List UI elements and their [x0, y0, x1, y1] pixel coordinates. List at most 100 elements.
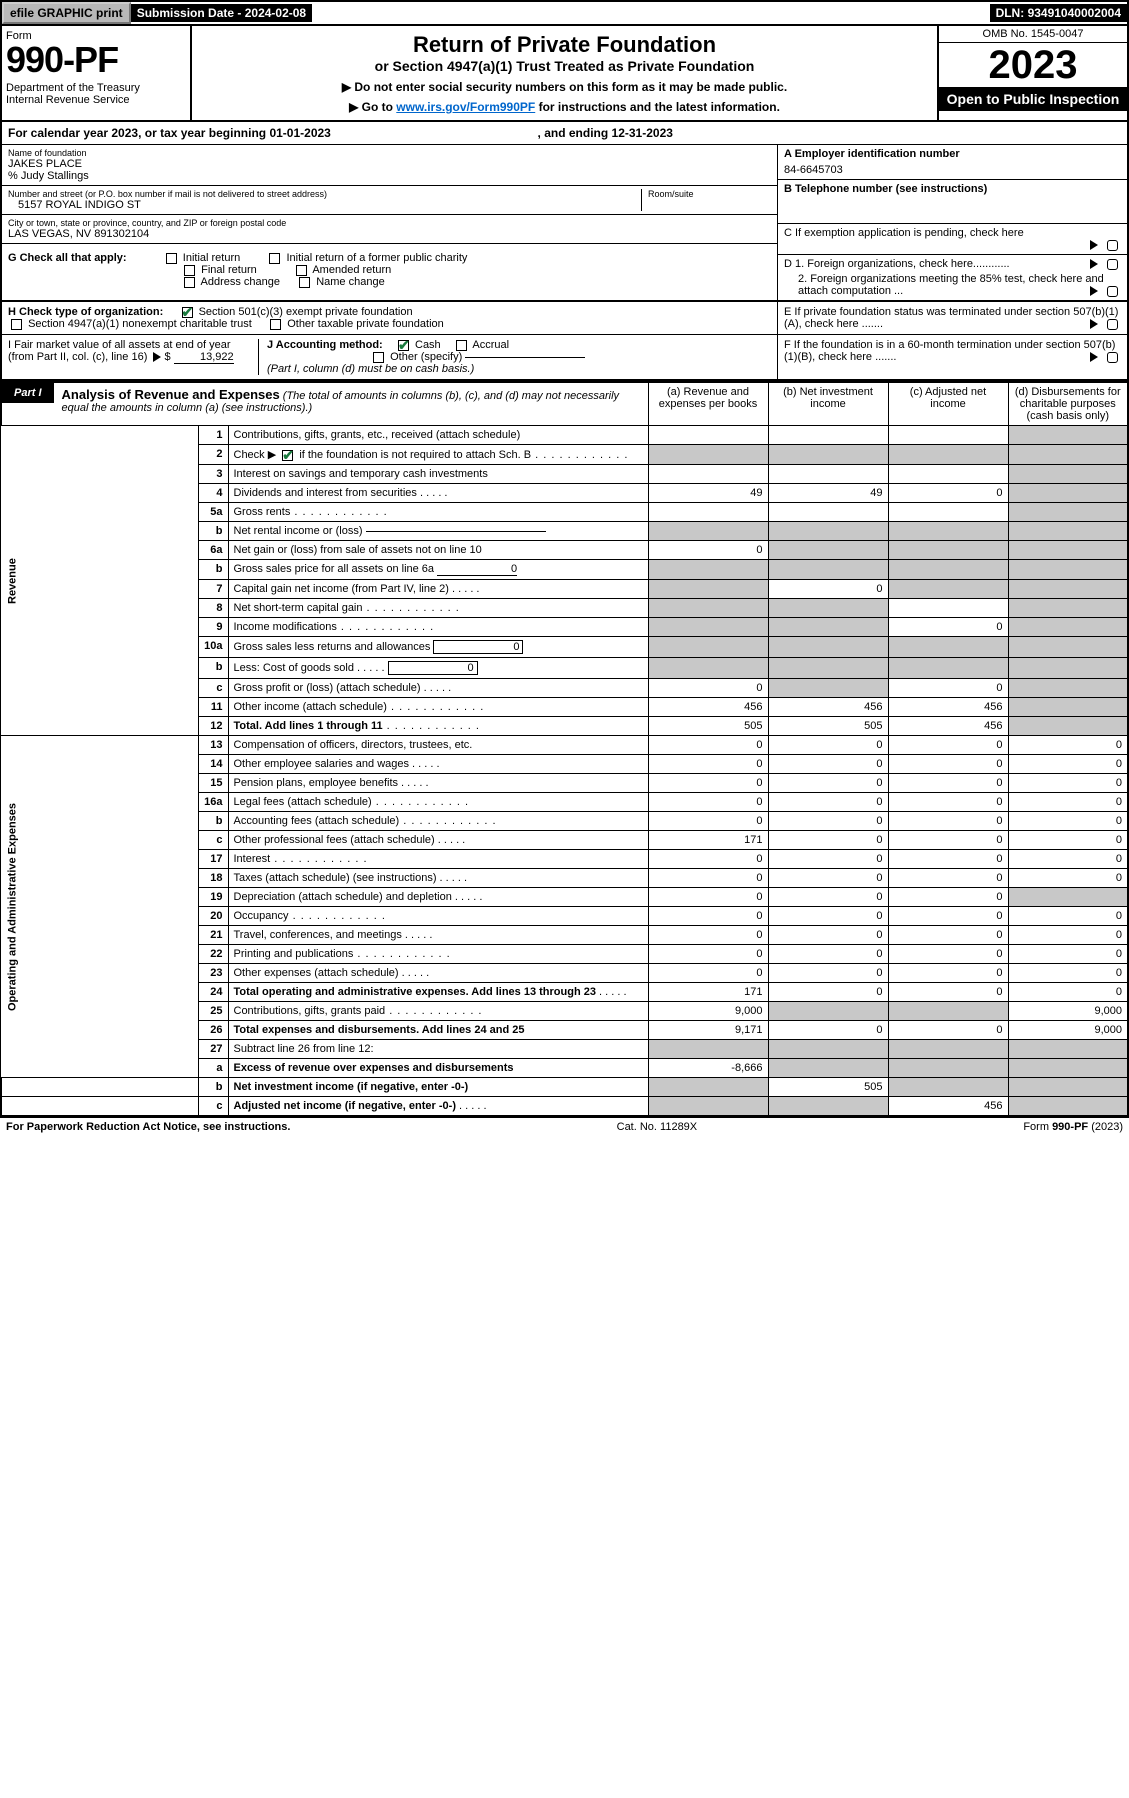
chk-e[interactable]: [1107, 319, 1118, 330]
10a-inline: 0: [433, 640, 523, 654]
ln-9: 9: [198, 618, 228, 637]
chk-other-taxable[interactable]: [270, 319, 281, 330]
16b-c: 0: [888, 812, 1008, 831]
12a: 505: [648, 717, 768, 736]
instr2-pre: ▶ Go to: [349, 100, 396, 114]
19b: 0: [768, 888, 888, 907]
desc-13: Compensation of officers, directors, tru…: [228, 736, 648, 755]
desc-17: Interest: [228, 850, 648, 869]
12b: 505: [768, 717, 888, 736]
efile-print-button[interactable]: efile GRAPHIC print: [2, 2, 131, 24]
chk-other-method[interactable]: [373, 352, 384, 363]
desc-9: Income modifications: [228, 618, 648, 637]
chk-name-change[interactable]: [299, 277, 310, 288]
g-checks: G Check all that apply: Initial return I…: [2, 244, 777, 296]
city-value: LAS VEGAS, NV 891302104: [8, 228, 771, 240]
submission-date-label: Submission Date -: [137, 6, 245, 20]
desc-21: Travel, conferences, and meetings: [228, 926, 648, 945]
22b: 0: [768, 945, 888, 964]
foundation-name-cell: Name of foundation JAKES PLACE % Judy St…: [2, 145, 777, 186]
ln-8: 8: [198, 599, 228, 618]
23a: 0: [648, 964, 768, 983]
ln-16b: b: [198, 812, 228, 831]
part1-title-text: Analysis of Revenue and Expenses: [62, 387, 280, 402]
telephone-label: B Telephone number (see instructions): [784, 183, 987, 195]
ln-27c: c: [198, 1097, 228, 1117]
ln-1: 1: [198, 426, 228, 445]
arrow-icon: [1090, 352, 1098, 362]
chk-schb[interactable]: [282, 450, 293, 461]
11a: 456: [648, 698, 768, 717]
page-footer: For Paperwork Reduction Act Notice, see …: [0, 1117, 1129, 1136]
chk-initial-return[interactable]: [166, 253, 177, 264]
dln: DLN: 93491040002004: [990, 4, 1127, 22]
10c-c: 0: [888, 679, 1008, 698]
chk-d2[interactable]: [1107, 286, 1118, 297]
chk-exemption-pending[interactable]: [1107, 240, 1118, 251]
street-cell: Number and street (or P.O. box number if…: [2, 186, 777, 215]
ln-10b: b: [198, 658, 228, 679]
26b: 0: [768, 1021, 888, 1040]
17c: 0: [888, 850, 1008, 869]
ln-23: 23: [198, 964, 228, 983]
department: Department of the Treasury Internal Reve…: [6, 82, 186, 106]
calyear-end: 12-31-2023: [612, 126, 673, 140]
13b: 0: [768, 736, 888, 755]
arrow-icon: [1090, 259, 1098, 269]
21c: 0: [888, 926, 1008, 945]
ln-20: 20: [198, 907, 228, 926]
desc-10c: Gross profit or (loss) (attach schedule): [228, 679, 648, 698]
24a: 171: [648, 983, 768, 1002]
10b-inline: 0: [388, 661, 478, 675]
14d: 0: [1008, 755, 1128, 774]
desc-18: Taxes (attach schedule) (see instruction…: [228, 869, 648, 888]
chk-final-return[interactable]: [184, 265, 195, 276]
g-opt-4: Address change: [201, 276, 281, 288]
desc-4: Dividends and interest from securities: [228, 484, 648, 503]
ln-11: 11: [198, 698, 228, 717]
g-label: G Check all that apply:: [8, 252, 127, 264]
26d: 9,000: [1008, 1021, 1128, 1040]
expenses-side-label: Operating and Administrative Expenses: [1, 736, 198, 1078]
23d: 0: [1008, 964, 1128, 983]
18b: 0: [768, 869, 888, 888]
15d: 0: [1008, 774, 1128, 793]
city-cell: City or town, state or province, country…: [2, 215, 777, 244]
chk-initial-former[interactable]: [269, 253, 280, 264]
desc-27a: Excess of revenue over expenses and disb…: [228, 1059, 648, 1078]
ln-4: 4: [198, 484, 228, 503]
street-label: Number and street (or P.O. box number if…: [8, 189, 641, 199]
6b-inline: 0: [437, 563, 517, 576]
ln-13: 13: [198, 736, 228, 755]
room-label: Room/suite: [648, 189, 771, 199]
arrow-icon: [153, 352, 161, 362]
4a: 49: [648, 484, 768, 503]
col-a-header: (a) Revenue and expenses per books: [648, 382, 768, 426]
chk-4947[interactable]: [11, 319, 22, 330]
h-i-j-rows: H Check type of organization: Section 50…: [0, 302, 1129, 381]
ln-22: 22: [198, 945, 228, 964]
info-left: Name of foundation JAKES PLACE % Judy St…: [2, 145, 777, 300]
h-opt-0: Section 501(c)(3) exempt private foundat…: [199, 306, 413, 318]
chk-address-change[interactable]: [184, 277, 195, 288]
form-title: Return of Private Foundation: [202, 32, 927, 58]
chk-cash[interactable]: [398, 340, 409, 351]
desc-2-pre: Check ▶: [234, 449, 280, 461]
6a-a: 0: [648, 541, 768, 560]
desc-5a: Gross rents: [228, 503, 648, 522]
ln-12: 12: [198, 717, 228, 736]
ln-6b: b: [198, 560, 228, 580]
d1-label: D 1. Foreign organizations, check here..…: [784, 258, 1010, 270]
chk-amended-return[interactable]: [296, 265, 307, 276]
chk-501c3[interactable]: [182, 307, 193, 318]
27b-b: 505: [768, 1078, 888, 1097]
23b: 0: [768, 964, 888, 983]
chk-d1[interactable]: [1107, 259, 1118, 270]
irs-link[interactable]: www.irs.gov/Form990PF: [396, 100, 535, 114]
footer-right: Form 990-PF (2023): [1023, 1121, 1123, 1133]
21b: 0: [768, 926, 888, 945]
omb-number: OMB No. 1545-0047: [939, 26, 1127, 43]
chk-f[interactable]: [1107, 352, 1118, 363]
g-opt-2: Final return: [201, 264, 257, 276]
chk-accrual[interactable]: [456, 340, 467, 351]
